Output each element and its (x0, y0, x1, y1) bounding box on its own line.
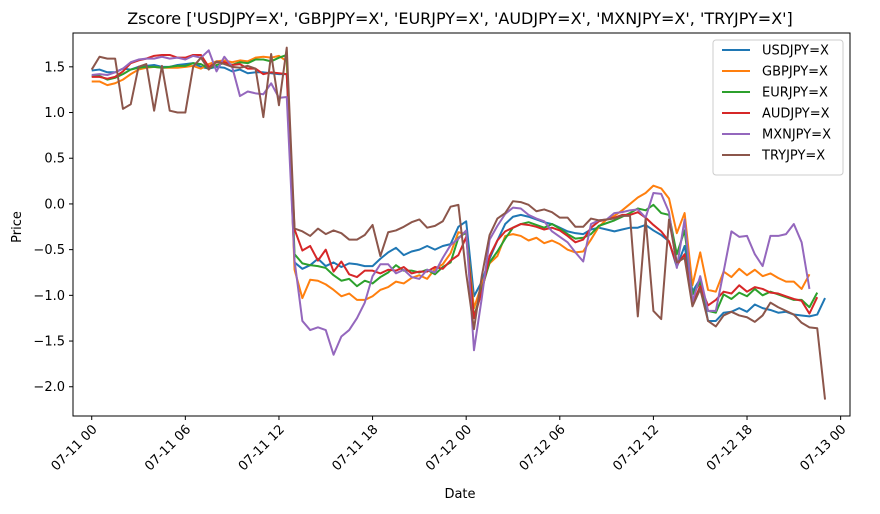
legend-label: EURJPY=X (762, 86, 828, 101)
x-axis-label: Date (444, 487, 475, 502)
plot-frame (72, 32, 851, 417)
y-tick-label: −1.5 (33, 335, 65, 350)
y-tick-label: 0.0 (44, 197, 65, 212)
legend-label: TRYJPY=X (761, 149, 825, 164)
y-tick-label: 1.5 (44, 60, 65, 75)
legend-label: USDJPY=X (762, 44, 829, 59)
legend-label: GBPJPY=X (762, 65, 828, 80)
legend-box (712, 39, 844, 176)
legend-label: AUDJPY=X (762, 107, 830, 122)
legend-label: MXNJPY=X (762, 128, 831, 143)
series-line-mxnjpy-x (91, 49, 811, 356)
series-layer (90, 46, 827, 400)
series-line-tryjpy-x (90, 46, 827, 400)
y-tick-label: 0.5 (44, 152, 65, 167)
y-tick-label: −0.5 (33, 243, 65, 258)
series-line-gbpjpy-x (91, 54, 811, 310)
chart-title: Zscore ['USDJPY=X', 'GBPJPY=X', 'EURJPY=… (127, 9, 793, 28)
y-tick-label: −1.0 (33, 289, 65, 304)
y-axis-label: Price (10, 211, 25, 243)
legend: USDJPY=X GBPJPY=X EURJPY=X AUDJPY=X MXNJPY=X… (712, 39, 844, 176)
y-axis: 1.5 1.0 0.5 0.0 −0.5 −1.0 −1.5 −2.0 (33, 60, 73, 395)
y-tick-label: −2.0 (33, 380, 65, 395)
y-tick-label: 1.0 (44, 106, 65, 121)
